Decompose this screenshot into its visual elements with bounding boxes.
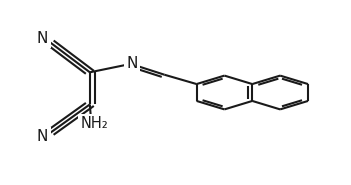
- Text: N: N: [37, 31, 48, 46]
- Text: N: N: [37, 130, 48, 144]
- Text: N: N: [126, 56, 138, 71]
- Text: NH₂: NH₂: [80, 116, 108, 131]
